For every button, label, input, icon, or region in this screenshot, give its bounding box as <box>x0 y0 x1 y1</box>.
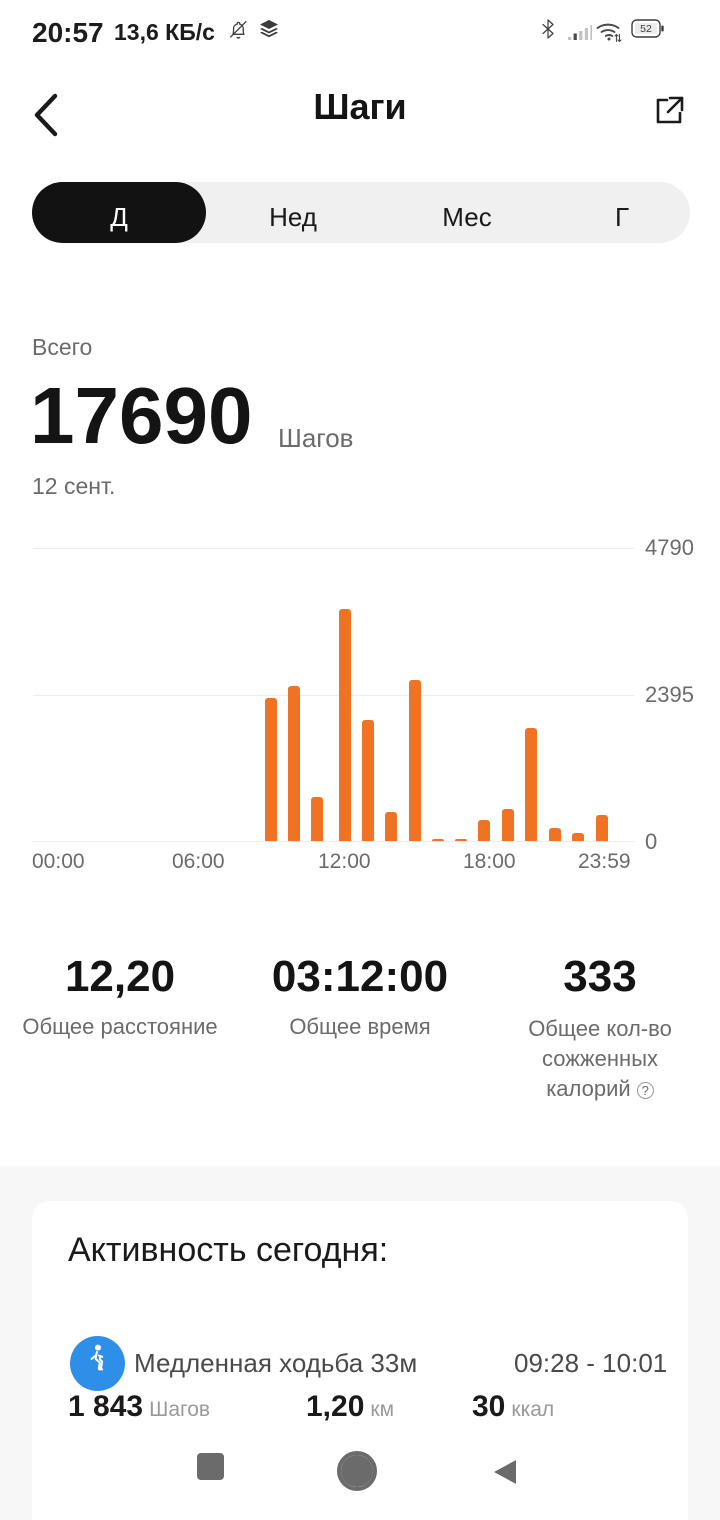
svg-text:52: 52 <box>640 23 652 35</box>
